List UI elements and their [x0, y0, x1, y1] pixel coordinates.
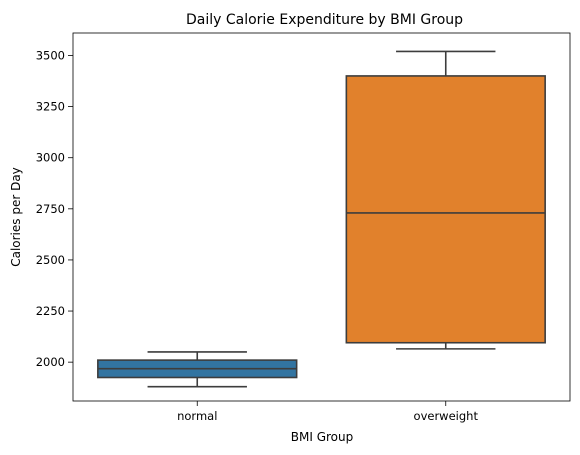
iqr-box: [345, 75, 546, 344]
x-axis-label: BMI Group: [291, 430, 353, 444]
y-tick-label: 2250: [36, 304, 65, 318]
y-axis-label: Calories per Day: [9, 167, 23, 267]
y-tick-label: 2000: [36, 355, 65, 369]
y-tick-label: 3000: [36, 151, 65, 165]
box-normal: [97, 351, 298, 388]
y-tick-label: 2500: [36, 253, 65, 267]
chart-title: Daily Calorie Expenditure by BMI Group: [186, 12, 463, 28]
x-tick-label: normal: [177, 409, 217, 423]
box-overweight: [345, 50, 546, 350]
y-tick-label: 3250: [36, 100, 65, 114]
x-tick-label: overweight: [414, 409, 479, 423]
plot-area: [97, 50, 546, 388]
y-tick-label: 3500: [36, 48, 65, 62]
plot-frame: [72, 32, 571, 402]
y-tick-label: 2750: [36, 202, 65, 216]
